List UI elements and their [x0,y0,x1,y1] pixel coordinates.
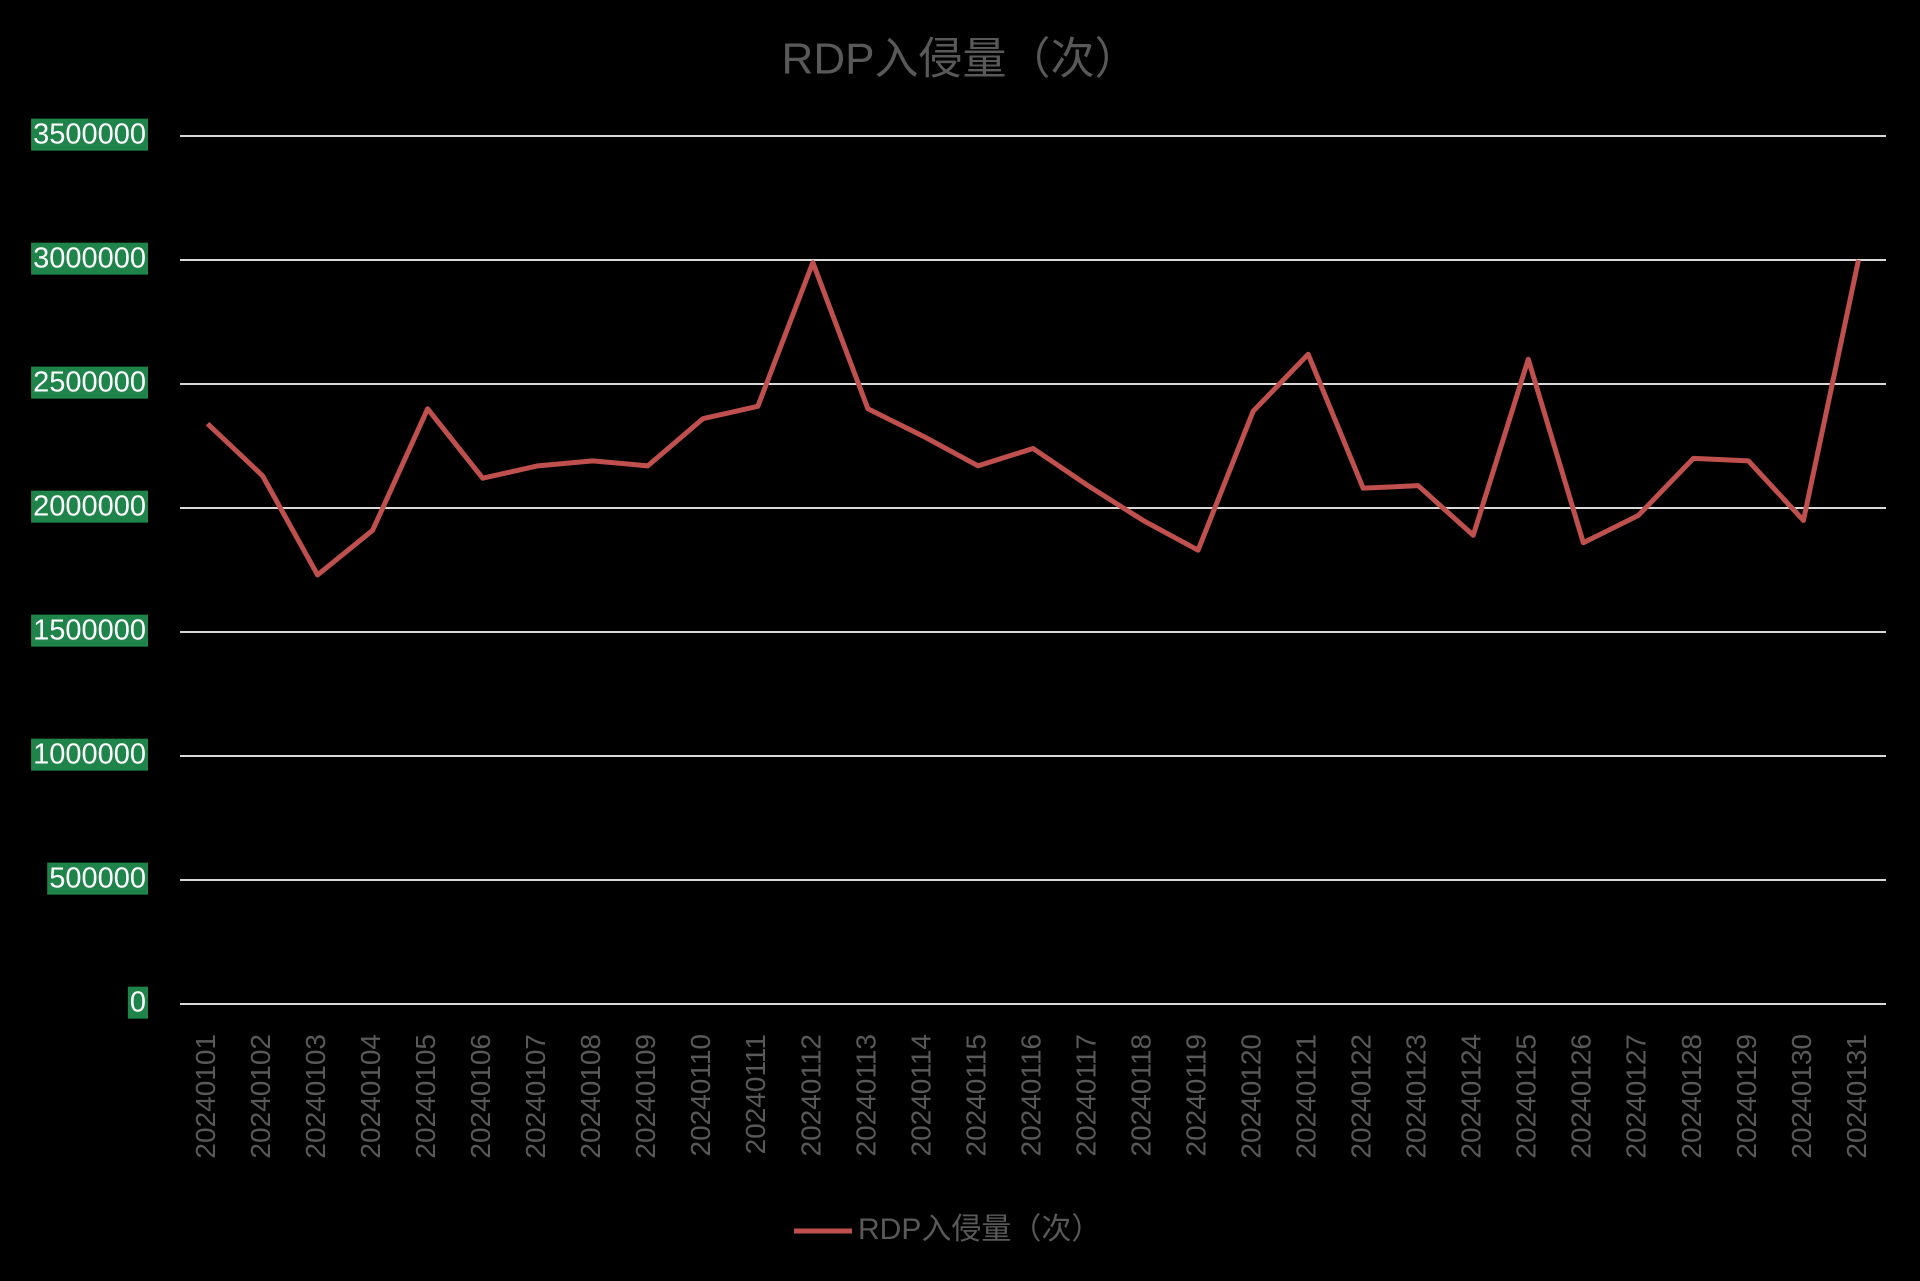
y-tick: 0 [127,986,148,1019]
x-tick-label: 20240127 [1621,1034,1652,1159]
x-tick-label: 20240108 [575,1034,606,1159]
y-tick-label-background [47,862,148,895]
series-line [205,259,1861,578]
x-tick-label: 20240119 [1180,1034,1211,1157]
y-tick: 2000000 [31,490,148,523]
x-tick-label: 20240111 [740,1034,771,1154]
y-tick-label: 2000000 [33,491,146,523]
y-tick-label: 2500000 [33,367,146,399]
x-tick-label: 20240104 [355,1034,386,1159]
x-tick-label: 20240110 [685,1034,716,1157]
x-tick-label: 20240114 [905,1034,936,1157]
y-tick: 3000000 [31,242,148,275]
y-tick: 1000000 [31,738,148,771]
y-tick-label: 1500000 [33,615,146,647]
y-tick-label-background [31,490,148,523]
x-tick-label: 20240130 [1786,1034,1817,1159]
x-tick-label: 20240113 [850,1034,881,1157]
x-tick-label: 20240128 [1676,1034,1707,1159]
x-tick-label: 20240112 [795,1034,826,1157]
y-tick-label-background [127,986,148,1019]
x-tick-label: 20240123 [1401,1034,1432,1159]
x-tick-label: 20240124 [1456,1034,1487,1159]
y-tick: 1500000 [31,614,148,647]
y-tick-label-background [31,738,148,771]
x-tick-label: 20240106 [465,1034,496,1159]
y-tick-label-background [31,614,148,647]
legend-label: RDP入侵量（次） [858,1213,1101,1246]
y-tick-label-background [31,366,148,399]
x-tick-label: 20240118 [1125,1034,1156,1157]
x-tick-label: 20240105 [410,1034,441,1159]
y-tick-label: 0 [130,987,146,1019]
x-tick-label: 20240121 [1291,1034,1322,1159]
y-tick: 500000 [47,862,148,895]
chart-title: RDP入侵量（次） [782,35,1139,84]
x-tick-label: 20240103 [300,1034,331,1159]
y-tick: 3500000 [31,118,148,151]
x-tick-label: 20240131 [1841,1034,1872,1159]
y-tick-label: 3000000 [33,243,146,275]
x-tick-label: 20240115 [960,1034,991,1157]
x-tick-label: 20240125 [1511,1034,1542,1159]
y-tick-label-background [31,118,148,151]
y-tick-label-background [31,242,148,275]
x-tick-label: 20240120 [1236,1034,1267,1159]
x-tick-label: 20240117 [1070,1034,1101,1157]
y-tick-label: 3500000 [33,119,146,151]
y-tick: 2500000 [31,366,148,399]
x-tick-label: 20240122 [1346,1034,1377,1159]
x-tick-label: 20240116 [1015,1034,1046,1157]
x-tick-label: 20240107 [520,1034,551,1159]
x-tick-label: 20240109 [630,1034,661,1159]
y-tick-label: 1000000 [33,739,146,771]
x-tick-label: 20240126 [1566,1034,1597,1159]
x-tick-label: 20240101 [190,1034,221,1159]
y-tick-label: 500000 [49,863,146,895]
x-tick-label: 20240129 [1731,1034,1762,1159]
x-tick-label: 20240102 [245,1034,276,1159]
